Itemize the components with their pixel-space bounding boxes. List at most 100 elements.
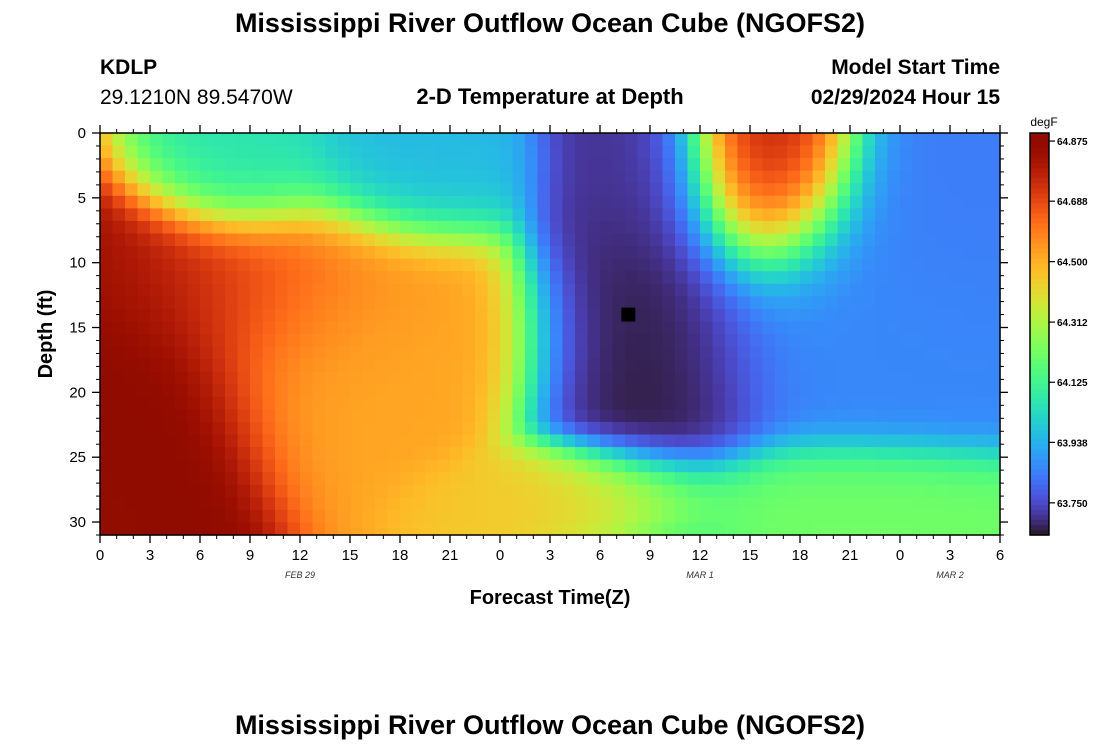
heatmap-cell — [750, 145, 764, 159]
heatmap-cell — [575, 396, 589, 410]
heatmap-cell — [187, 459, 201, 473]
heatmap-cell — [375, 421, 389, 436]
heatmap-cell — [250, 421, 264, 436]
x-tick-label: 0 — [496, 547, 504, 564]
heatmap-cell — [812, 145, 826, 159]
heatmap-cell — [562, 396, 576, 410]
heatmap-cell — [625, 296, 639, 310]
heatmap-cell — [325, 233, 339, 247]
heatmap-cell — [512, 472, 526, 486]
heatmap-cell — [175, 522, 189, 536]
heatmap-cell — [500, 497, 514, 511]
heatmap-cell — [887, 145, 901, 159]
colorbar-step — [1030, 163, 1049, 169]
y-tick-label: 5 — [78, 190, 86, 207]
heatmap-cell — [500, 334, 514, 348]
heatmap-cell — [662, 384, 676, 398]
heatmap-cell — [475, 384, 489, 398]
colorbar-tick-label: 64.875 — [1057, 137, 1088, 148]
heatmap-cell — [687, 170, 701, 184]
heatmap-cell — [450, 371, 464, 385]
heatmap-cell — [962, 346, 976, 360]
heatmap-cell — [162, 359, 176, 373]
heatmap-cell — [750, 484, 764, 498]
heatmap-cell — [725, 158, 739, 172]
heatmap-cell — [162, 296, 176, 310]
heatmap-cell — [925, 371, 939, 385]
heatmap-cell — [125, 434, 139, 448]
heatmap-cell — [237, 158, 251, 172]
heatmap-cell — [262, 497, 276, 511]
heatmap-cell — [762, 220, 776, 235]
heatmap-cell — [575, 258, 589, 272]
heatmap-cell — [900, 220, 914, 235]
heatmap-cell — [650, 183, 664, 197]
heatmap-cell — [600, 133, 614, 147]
heatmap-cell — [825, 522, 839, 536]
heatmap-cell — [125, 208, 139, 222]
heatmap-cell — [312, 220, 326, 235]
colorbar-step — [1030, 233, 1049, 240]
heatmap-cell — [637, 283, 651, 297]
heatmap-cell — [500, 271, 514, 285]
heatmap-cell — [375, 220, 389, 235]
heatmap-cell — [150, 409, 164, 423]
heatmap-cell — [600, 195, 614, 209]
heatmap-cell — [987, 133, 1001, 147]
heatmap-cell — [537, 346, 551, 360]
heatmap-cell — [275, 497, 289, 511]
heatmap-cell — [237, 384, 251, 398]
heatmap-cell — [387, 497, 401, 511]
heatmap-cell — [250, 158, 264, 172]
heatmap-cell — [312, 133, 326, 147]
heatmap-cell — [300, 170, 314, 184]
heatmap-cell — [125, 497, 139, 511]
heatmap-cell — [687, 497, 701, 511]
heatmap-cell — [462, 409, 476, 423]
heatmap-cell — [375, 183, 389, 197]
heatmap-cell — [712, 459, 726, 473]
heatmap-cell — [550, 459, 564, 473]
heatmap-cell — [675, 509, 689, 524]
heatmap-cell — [512, 371, 526, 385]
heatmap-cell — [262, 334, 276, 348]
heatmap-cell — [687, 158, 701, 172]
heatmap-cell — [562, 509, 576, 524]
heatmap-cell — [612, 183, 626, 197]
heatmap-cell — [900, 158, 914, 172]
heatmap-cell — [187, 283, 201, 297]
heatmap-cell — [412, 497, 426, 511]
heatmap-cell — [450, 421, 464, 436]
heatmap-cell — [975, 145, 989, 159]
colorbar-step — [1030, 509, 1049, 516]
heatmap-cell — [650, 321, 664, 335]
heatmap-cell — [537, 195, 551, 209]
heatmap-cell — [737, 283, 751, 297]
heatmap-cell — [700, 233, 714, 247]
heatmap-cell — [762, 459, 776, 473]
heatmap-cell — [612, 145, 626, 159]
heatmap-cell — [612, 434, 626, 448]
heatmap-cell — [350, 321, 364, 335]
heatmap-cell — [225, 183, 239, 197]
heatmap-cell — [862, 220, 876, 235]
heatmap-cell — [650, 484, 664, 498]
heatmap-cell — [412, 421, 426, 436]
heatmap-cell — [637, 296, 651, 310]
heatmap-cell — [687, 409, 701, 423]
heatmap-cell — [512, 346, 526, 360]
x-tick-label: 3 — [146, 547, 154, 564]
heatmap-cell — [575, 145, 589, 159]
heatmap-cell — [375, 283, 389, 297]
heatmap-cell — [675, 321, 689, 335]
heatmap-cell — [300, 271, 314, 285]
heatmap-cell — [487, 271, 501, 285]
heatmap-cell — [862, 359, 876, 373]
heatmap-cell — [675, 434, 689, 448]
heatmap-cell — [550, 296, 564, 310]
heatmap-cell — [950, 346, 964, 360]
heatmap-cell — [350, 447, 364, 461]
heatmap-cell — [437, 421, 451, 436]
heatmap-cell — [925, 233, 939, 247]
heatmap-cell — [350, 509, 364, 524]
